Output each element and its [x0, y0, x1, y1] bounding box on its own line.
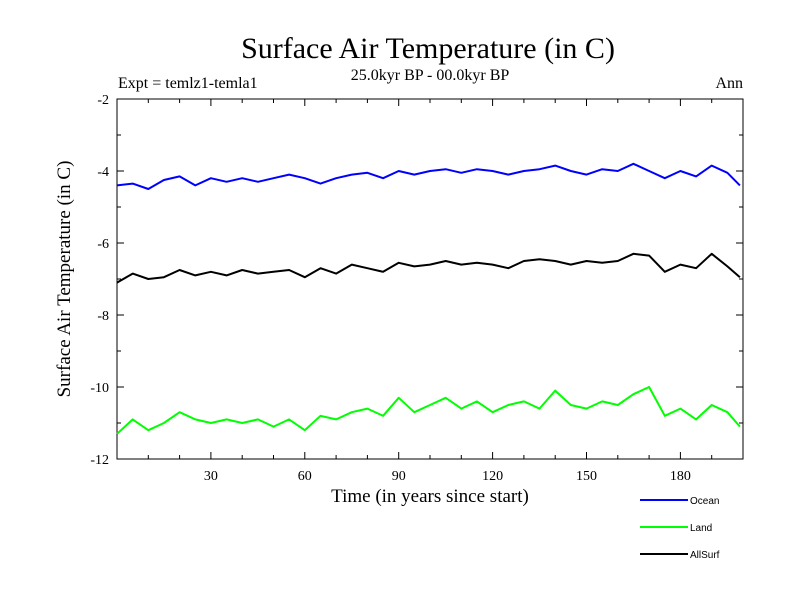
- series-lines: [116, 162, 741, 435]
- legend-label-land: Land: [690, 523, 712, 534]
- x-tick-label: 180: [670, 469, 691, 484]
- x-tick-label: 30: [204, 469, 218, 484]
- chart-subtitle: 25.0kyr BP - 00.0kyr BP: [351, 67, 510, 84]
- experiment-label: Expt = temlz1-temla1: [118, 75, 258, 92]
- legend-label-ocean: Ocean: [690, 496, 719, 507]
- y-tick-label: -2: [97, 93, 109, 108]
- x-tick-label: 90: [392, 469, 406, 484]
- chart-title: Surface Air Temperature (in C): [241, 32, 615, 65]
- period-label: Ann: [715, 75, 743, 92]
- y-tick-label: -6: [97, 237, 109, 252]
- x-axis-label: Time (in years since start): [331, 486, 529, 507]
- x-tick-label: 60: [298, 469, 312, 484]
- series-line-ocean: [116, 162, 741, 190]
- x-tick-label: 150: [576, 469, 597, 484]
- legend: Ocean Land AllSurf: [640, 496, 720, 561]
- x-axis: 30 60 90 120 150 180: [147, 99, 713, 484]
- y-axis: -2 -4 -6 -8 -10 -12: [90, 93, 743, 468]
- series-line-allsurf: [116, 252, 741, 284]
- y-tick-label: -8: [97, 309, 109, 324]
- y-tick-label: -4: [97, 165, 109, 180]
- series-line-land: [116, 386, 741, 435]
- y-tick-label: -12: [90, 453, 109, 468]
- y-tick-label: -10: [90, 381, 109, 396]
- x-tick-label: 120: [482, 469, 503, 484]
- legend-label-allsurf: AllSurf: [690, 550, 720, 561]
- y-axis-label: Surface Air Temperature (in C): [54, 161, 75, 398]
